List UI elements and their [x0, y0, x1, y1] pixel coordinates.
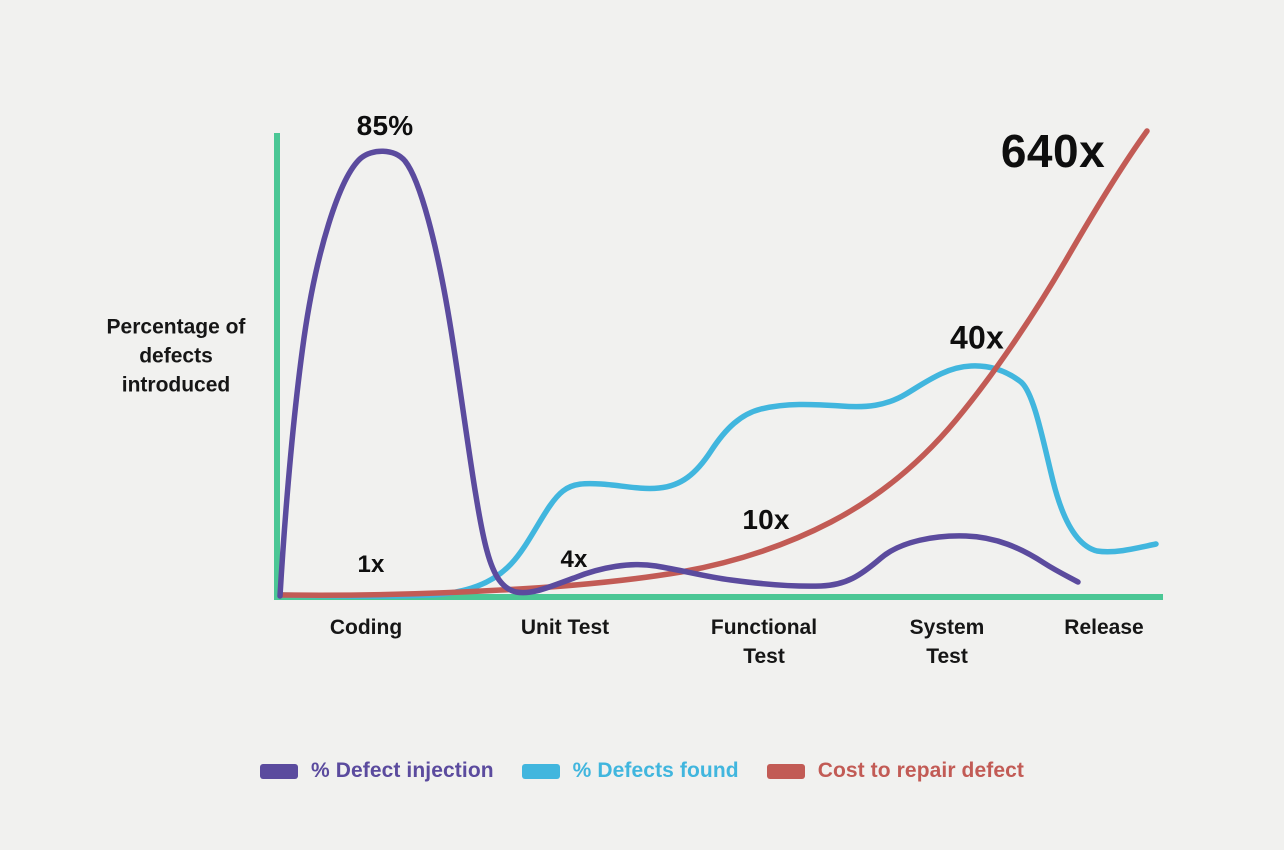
annotation-cost-1x: 1x [357, 551, 385, 578]
x-tick-functional-test: Functional Test [710, 616, 818, 668]
y-axis-title: Percentage of defects introduced [106, 315, 246, 397]
legend-item-defect-injection: % Defect injection [260, 759, 494, 783]
legend-item-defects-found: % Defects found [521, 759, 739, 783]
legend-label-cost-to-repair: Cost to repair defect [817, 759, 1024, 782]
defect-injection-curve [277, 148, 1081, 599]
x-tick-system-test: System Test [909, 616, 985, 668]
chart-legend: % Defect injection % Defects found Cost … [0, 759, 1284, 783]
annotation-cost-640x: 640x [1000, 125, 1106, 177]
annotation-cost-10x: 10x [742, 504, 790, 535]
defects-found-swatch [521, 763, 560, 779]
annotation-cost-40x: 40x [950, 319, 1004, 356]
cost-to-repair-curve [279, 128, 1150, 598]
legend-label-defect-injection: % Defect injection [311, 759, 494, 782]
defect-injection-swatch [260, 763, 298, 779]
cost-to-repair-swatch [766, 763, 805, 779]
defects-found-curve [279, 363, 1159, 599]
legend-item-cost-to-repair: Cost to repair defect [766, 759, 1024, 783]
x-tick-coding: Coding [329, 616, 403, 639]
legend-label-defects-found: % Defects found [572, 759, 739, 782]
x-tick-release: Release [1064, 616, 1144, 639]
x-tick-unit-test: Unit Test [520, 616, 610, 639]
annotation-cost-4x: 4x [560, 546, 588, 573]
annotation-defect-peak-85: 85% [356, 110, 414, 141]
